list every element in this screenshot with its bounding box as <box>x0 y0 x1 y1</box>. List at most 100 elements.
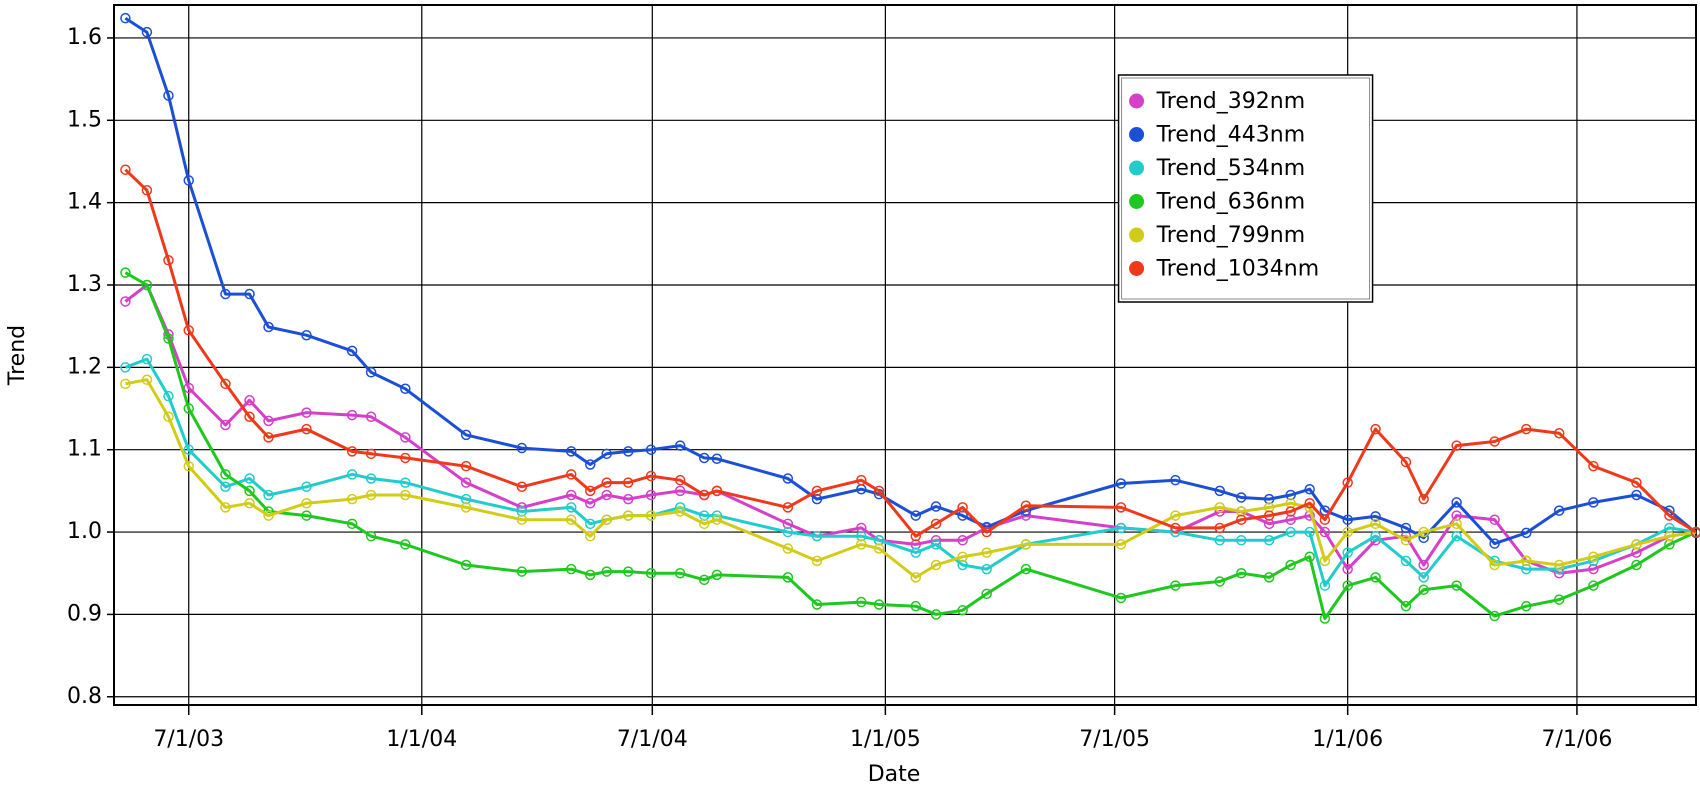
data-point <box>856 539 867 550</box>
data-point <box>1521 527 1532 539</box>
y-tick-label: 1.3 <box>67 272 102 297</box>
data-point <box>811 485 823 497</box>
data-point <box>1553 594 1565 605</box>
data-point <box>622 446 634 457</box>
data-point <box>1631 547 1642 558</box>
data-point <box>622 566 634 577</box>
data-point <box>1342 514 1353 525</box>
data-point <box>400 477 411 488</box>
data-point <box>910 539 922 550</box>
data-point <box>220 419 231 431</box>
data-point <box>1489 559 1500 571</box>
y-tick-label: 0.8 <box>67 684 102 709</box>
data-point <box>1263 502 1275 513</box>
data-point <box>565 502 577 513</box>
data-point <box>873 543 885 554</box>
data-point <box>981 563 992 575</box>
data-point <box>674 485 686 497</box>
data-point <box>1263 518 1275 530</box>
data-point <box>1236 514 1247 525</box>
data-point <box>584 497 596 509</box>
data-point <box>1342 526 1353 538</box>
data-point <box>698 518 710 530</box>
data-point <box>1631 559 1642 571</box>
legend-marker <box>1129 127 1145 142</box>
data-point <box>220 378 231 390</box>
data-point <box>1115 522 1127 534</box>
data-point <box>1631 489 1642 501</box>
legend-label: Trend_392nm <box>1156 89 1306 114</box>
data-point <box>301 497 312 509</box>
data-point <box>1451 530 1462 542</box>
legend-marker <box>1129 261 1145 276</box>
data-point <box>1170 474 1181 486</box>
data-point <box>957 510 968 521</box>
data-point <box>1319 580 1331 591</box>
x-tick-label: 1/1/06 <box>1312 727 1383 752</box>
data-point <box>120 378 131 390</box>
data-point <box>1115 478 1127 489</box>
data-point <box>1489 538 1500 549</box>
data-point <box>1020 539 1032 550</box>
data-point <box>601 448 612 460</box>
data-point <box>263 432 274 443</box>
data-point <box>622 493 634 505</box>
data-point <box>1304 483 1315 495</box>
data-point <box>220 288 231 300</box>
data-point <box>120 267 131 278</box>
data-point <box>1020 563 1032 575</box>
data-point <box>645 489 657 501</box>
data-point <box>1370 518 1381 530</box>
data-point <box>1451 518 1462 530</box>
data-point <box>1489 610 1500 622</box>
data-point <box>1588 460 1599 472</box>
data-point <box>1285 489 1296 501</box>
x-tick-label: 7/1/06 <box>1542 727 1613 752</box>
data-point <box>856 522 867 534</box>
y-tick-label: 1.0 <box>67 519 102 544</box>
data-point <box>622 477 634 488</box>
data-point <box>930 501 942 512</box>
data-point <box>1400 522 1412 534</box>
data-point <box>1236 567 1247 579</box>
x-tick-label: 1/1/04 <box>386 727 457 752</box>
data-point <box>698 452 710 464</box>
y-axis-label: Trend <box>5 325 30 386</box>
legend-label: Trend_443nm <box>1156 123 1306 148</box>
data-point <box>1418 584 1429 595</box>
data-point <box>460 493 472 505</box>
data-point <box>910 572 922 583</box>
data-point <box>930 609 942 620</box>
data-point <box>645 510 657 521</box>
data-point <box>244 395 255 406</box>
data-point <box>346 493 358 505</box>
data-point <box>1263 572 1275 583</box>
data-point <box>674 506 686 517</box>
data-point <box>141 26 153 38</box>
data-point <box>1664 530 1675 542</box>
x-axis-label: Date <box>868 762 921 787</box>
data-point <box>1664 510 1675 521</box>
data-point <box>565 446 577 457</box>
data-point <box>460 460 472 472</box>
data-point <box>1451 580 1462 591</box>
data-point <box>244 411 255 423</box>
data-point <box>565 563 577 575</box>
data-point <box>1418 572 1429 583</box>
data-point <box>1489 514 1500 525</box>
data-point <box>346 409 358 421</box>
data-point <box>346 345 358 357</box>
legend-box <box>1117 74 1374 303</box>
y-tick-label: 1.4 <box>67 190 102 215</box>
data-point <box>1400 456 1412 468</box>
data-point <box>120 164 131 175</box>
data-point <box>1521 600 1532 612</box>
data-point <box>698 574 710 586</box>
data-point <box>516 442 528 454</box>
data-point <box>120 12 131 24</box>
data-point <box>263 321 274 333</box>
data-point <box>1418 559 1429 571</box>
data-point <box>163 90 174 101</box>
data-point <box>516 566 528 577</box>
data-point <box>1115 502 1127 513</box>
